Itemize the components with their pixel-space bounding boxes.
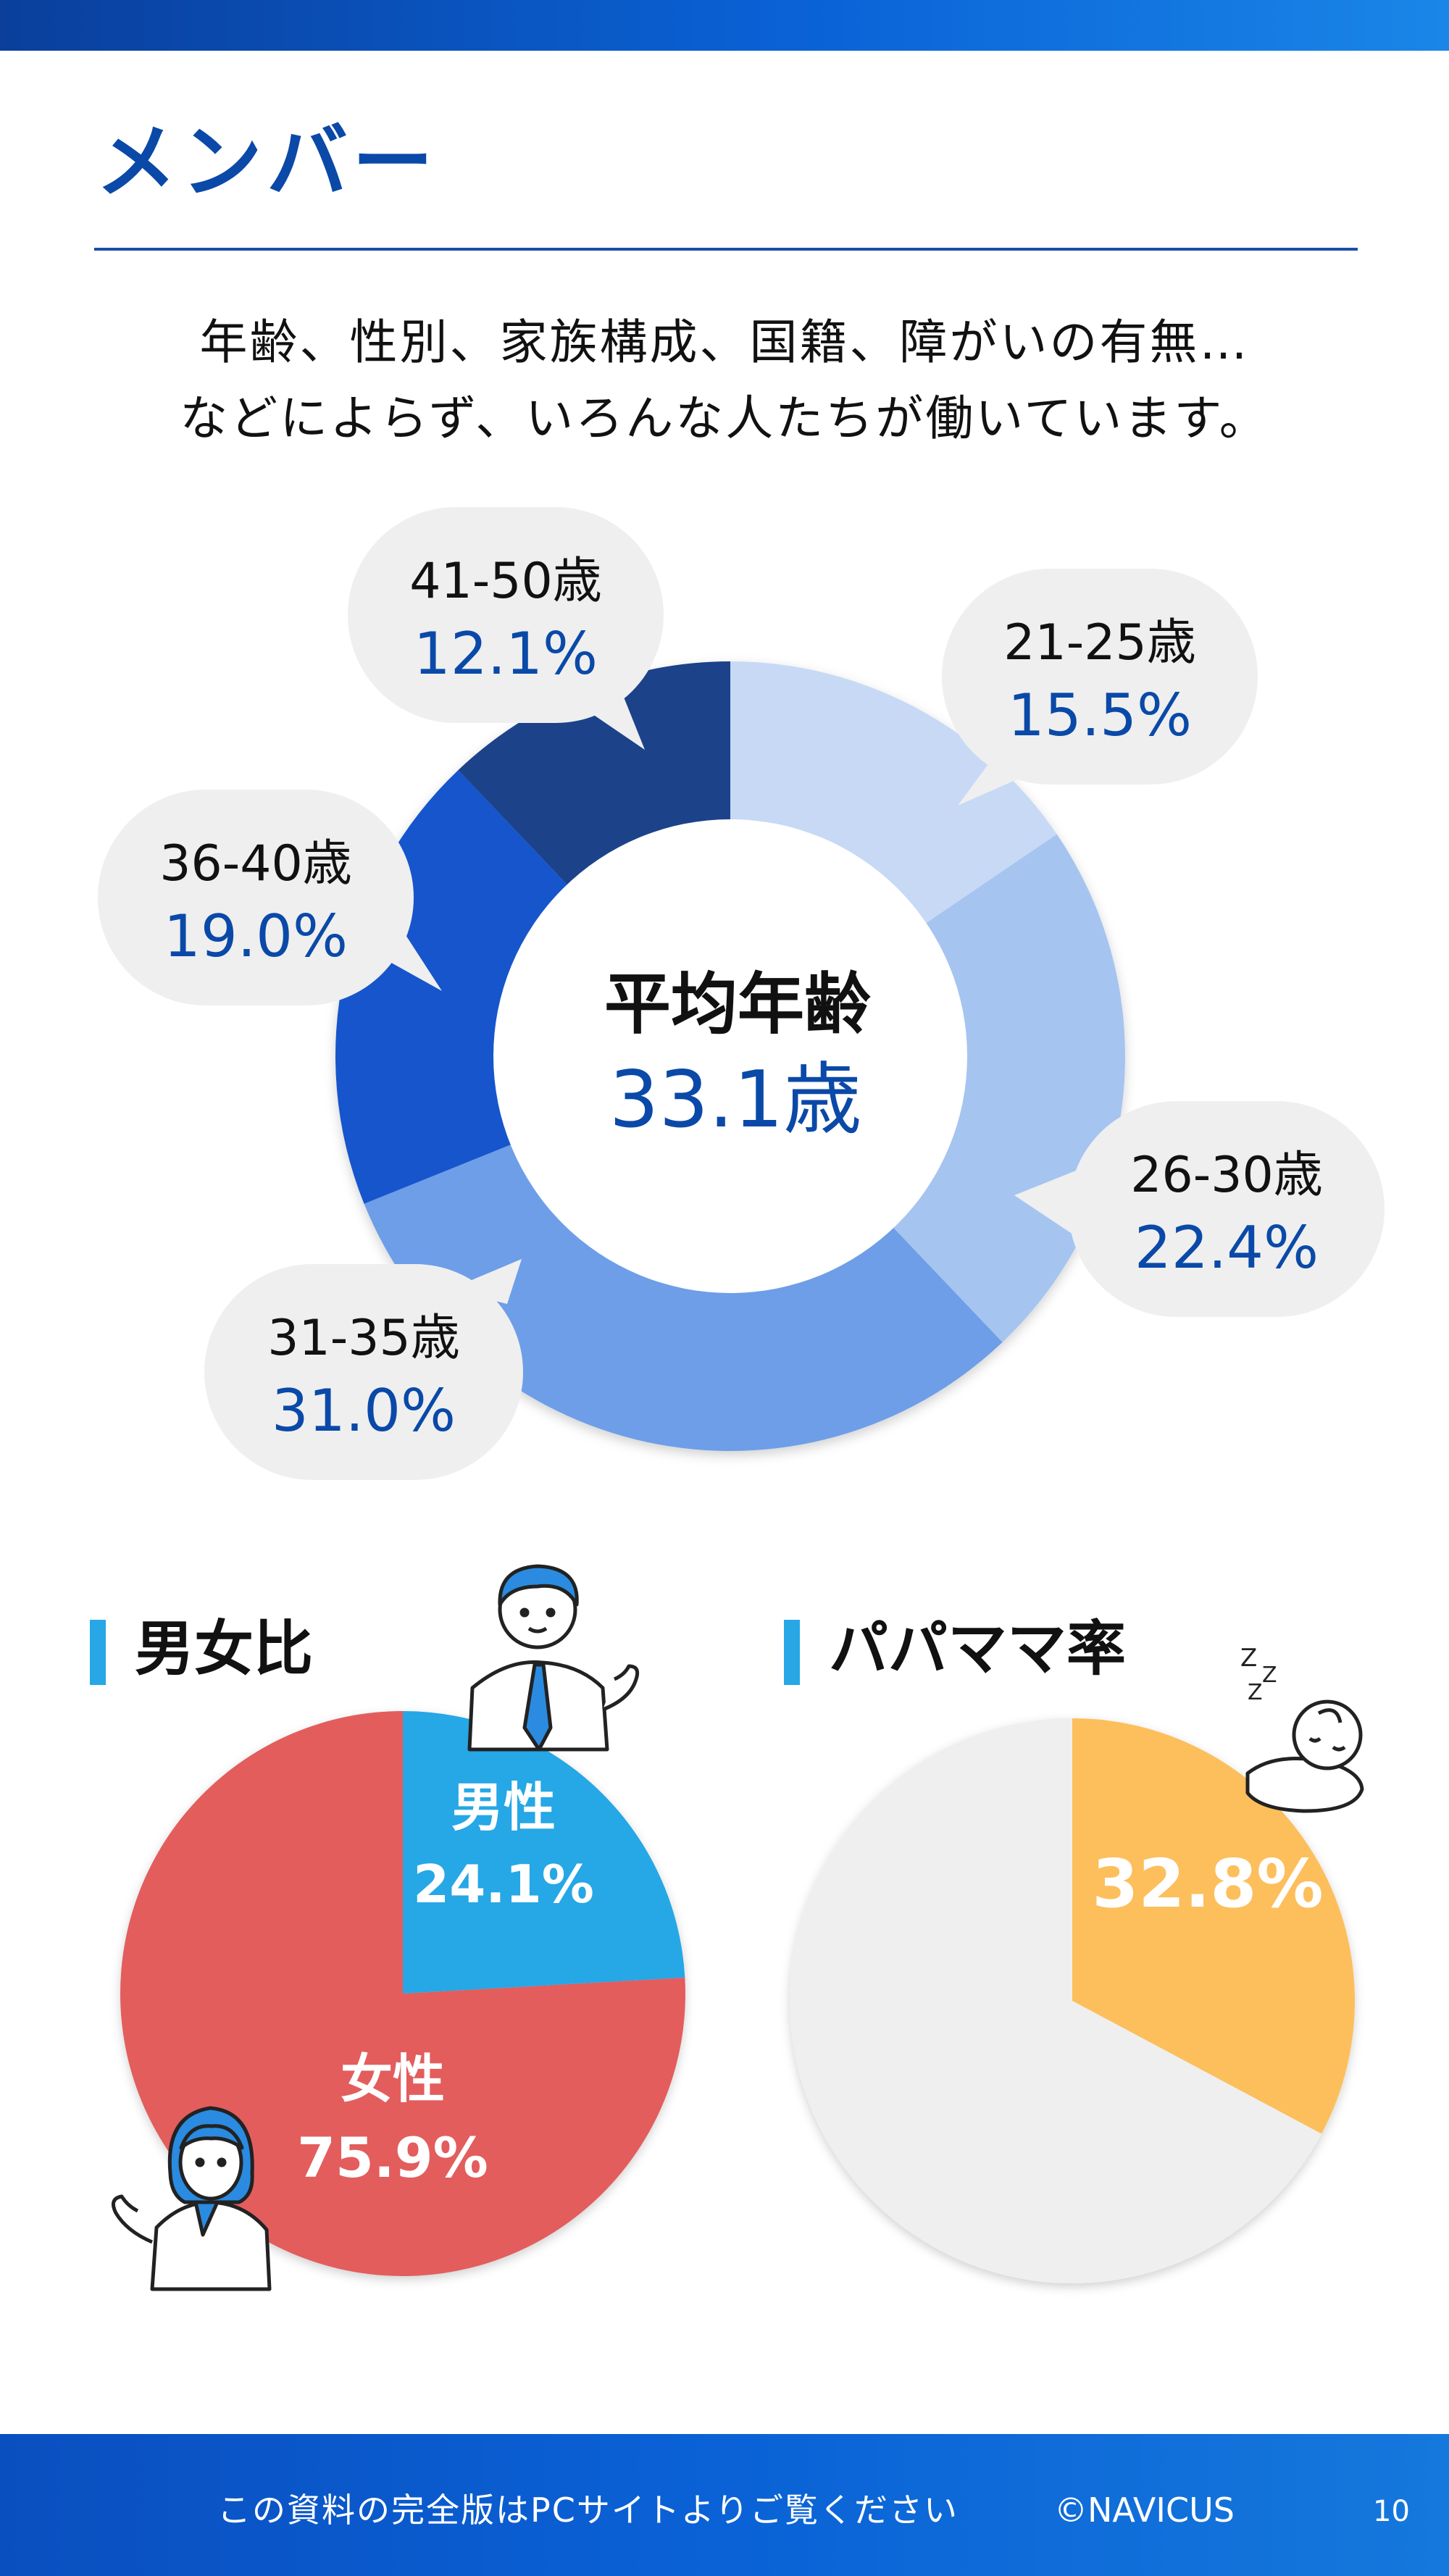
gender-section-title: 男女比 <box>135 1615 314 1684</box>
age-bubble-21-25: 21-25歳 15.5% <box>942 569 1258 806</box>
page-title: メンバー <box>96 115 438 209</box>
age-bubble-value: 15.5% <box>1008 682 1192 749</box>
title-divider <box>94 248 1358 251</box>
age-bubble-41-50: 41-50歳 12.1% <box>348 507 664 750</box>
average-age-value: 33.1歳 <box>609 1055 861 1145</box>
parent-pie-slice-1 <box>790 1718 1322 2284</box>
parent-pie-chart <box>790 1718 1355 2284</box>
footer-banner <box>0 2434 1449 2576</box>
footer-note: この資料の完全版はPCサイトよりご覧ください <box>217 2491 959 2530</box>
age-bubble-value: 31.0% <box>272 1377 456 1444</box>
age-bubble-26-30: 26-30歳 22.4% <box>1014 1101 1385 1317</box>
gender-pie-slice-1 <box>120 1711 685 2276</box>
sleeping-baby-illustration: Z Z Z <box>1240 1644 1364 1813</box>
male-label: 男性 <box>451 1777 556 1838</box>
female-label: 女性 <box>341 2049 445 2109</box>
age-bubble-label: 41-50歳 <box>409 553 602 610</box>
age-bubble-value: 19.0% <box>164 903 348 970</box>
top-banner <box>0 0 1449 51</box>
parent-section-title: パパママ率 <box>829 1615 1127 1684</box>
svg-text:Z: Z <box>1262 1663 1277 1688</box>
age-bubble-label: 26-30歳 <box>1130 1147 1323 1204</box>
average-age-label: 平均年齢 <box>604 966 871 1043</box>
svg-text:Z: Z <box>1248 1680 1263 1705</box>
parent-section-marker <box>784 1620 800 1685</box>
businesswoman-illustration <box>111 2106 272 2291</box>
businessman-illustration <box>467 1564 640 1752</box>
male-value: 24.1% <box>413 1854 594 1915</box>
age-bubble-label: 21-25歳 <box>1003 614 1196 672</box>
svg-text:Z: Z <box>1240 1644 1257 1673</box>
intro-text-line-1: 年齢、性別、家族構成、国籍、障がいの有無… <box>199 314 1250 370</box>
age-donut-chart: 平均年齢 33.1歳 21-25歳15.5%26-30歳22.4%31-35歳3… <box>98 507 1385 1480</box>
female-value: 75.9% <box>297 2125 488 2190</box>
age-bubble-value: 12.1% <box>414 620 598 687</box>
parent-rate-value: 32.8% <box>1092 1845 1323 1923</box>
donut-center <box>493 819 967 1293</box>
page-number: 10 <box>1373 2495 1410 2528</box>
age-bubble-31-35: 31-35歳 31.0% <box>204 1259 523 1480</box>
age-bubble-value: 22.4% <box>1135 1214 1319 1281</box>
gender-pie-chart <box>120 1711 685 2276</box>
gender-pie-slice-0 <box>403 1711 685 1994</box>
age-bubble-label: 31-35歳 <box>267 1310 460 1367</box>
footer-copyright: ©NAVICUS <box>1054 2491 1235 2530</box>
age-bubble-label: 36-40歳 <box>159 835 352 892</box>
age-bubble-36-40: 36-40歳 19.0% <box>98 790 442 1005</box>
intro-text-line-2: などによらず、いろんな人たちが働いています。 <box>180 390 1269 446</box>
parent-pie-slice-0 <box>1072 1718 1355 2134</box>
gender-section-marker <box>90 1620 106 1685</box>
